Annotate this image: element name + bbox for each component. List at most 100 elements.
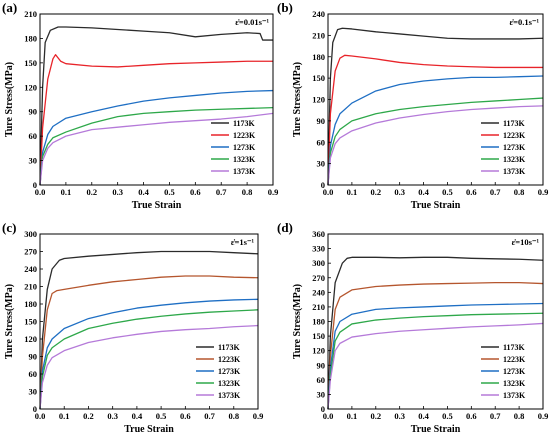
series-line-1373K bbox=[39, 112, 274, 186]
x-tick-label: 0.9 bbox=[268, 187, 279, 197]
x-tick-label: 0.0 bbox=[35, 411, 46, 421]
series-line-1323K bbox=[39, 106, 274, 186]
series-line-1273K bbox=[39, 298, 259, 410]
panel-label: (d) bbox=[277, 220, 293, 235]
x-tick-label: 0.2 bbox=[370, 187, 381, 197]
series-line-1223K bbox=[39, 54, 273, 186]
y-axis-label: Ture Stress(MPa) bbox=[292, 62, 303, 137]
series-line-1223K bbox=[39, 275, 259, 410]
x-axis-label: True Strain bbox=[411, 200, 461, 211]
y-tick-label: 120 bbox=[312, 95, 325, 105]
y-tick-label: 30 bbox=[29, 156, 38, 166]
x-tick-label: 0.4 bbox=[138, 187, 149, 197]
y-tick-label: 210 bbox=[24, 9, 37, 19]
legend-label-1323K: 1323K bbox=[503, 379, 526, 388]
x-tick-label: 0.6 bbox=[180, 411, 191, 421]
legend-label-1173K: 1173K bbox=[503, 343, 526, 352]
panel-label: (c) bbox=[2, 220, 16, 235]
series-line-1323K bbox=[39, 309, 259, 410]
x-tick-label: 0.2 bbox=[370, 411, 381, 421]
panel-label: (b) bbox=[277, 0, 293, 15]
legend-label-1223K: 1223K bbox=[233, 131, 256, 140]
x-tick-label: 0.5 bbox=[442, 187, 453, 197]
strain-rate-annotation: ε̇=10s⁻¹ bbox=[512, 237, 540, 247]
x-tick-label: 0.0 bbox=[323, 411, 334, 421]
legend-label-1323K: 1323K bbox=[233, 155, 256, 164]
y-tick-label: 30 bbox=[317, 389, 326, 399]
y-tick-label: 330 bbox=[312, 244, 325, 254]
x-tick-label: 0.0 bbox=[323, 187, 334, 197]
x-tick-label: 0.1 bbox=[347, 411, 358, 421]
y-tick-label: 60 bbox=[317, 137, 326, 147]
x-tick-label: 0.3 bbox=[112, 187, 123, 197]
x-tick-label: 0.7 bbox=[490, 411, 501, 421]
legend-label-1323K: 1323K bbox=[218, 379, 241, 388]
series-line-1173K bbox=[39, 250, 259, 410]
series-line-1273K bbox=[327, 75, 544, 186]
chart-panel-2: (c) 0.0 0.1 0.2 0.3 0.4 0.5 0.6 0.7 0.8 0.9 0 30 60 90… bbox=[2, 220, 263, 435]
y-tick-label: 90 bbox=[317, 116, 326, 126]
panel-label: (a) bbox=[2, 0, 17, 15]
x-tick-label: 0.7 bbox=[490, 187, 501, 197]
x-tick-label: 0.4 bbox=[132, 411, 143, 421]
y-tick-label: 180 bbox=[24, 299, 37, 309]
x-tick-label: 0.3 bbox=[394, 411, 405, 421]
y-tick-label: 120 bbox=[312, 346, 325, 356]
x-tick-label: 0.7 bbox=[216, 187, 227, 197]
x-tick-label: 0.2 bbox=[83, 411, 94, 421]
legend-label-1273K: 1273K bbox=[503, 367, 526, 376]
y-tick-label: 120 bbox=[24, 334, 37, 344]
strain-rate-annotation: ε̇=0.1s⁻¹ bbox=[510, 17, 540, 27]
y-tick-label: 0 bbox=[33, 180, 37, 190]
y-tick-label: 270 bbox=[24, 247, 37, 257]
y-tick-label: 90 bbox=[29, 352, 38, 362]
legend-label-1373K: 1373K bbox=[233, 167, 256, 176]
legend-label-1323K: 1323K bbox=[503, 155, 526, 164]
x-tick-label: 0.5 bbox=[164, 187, 175, 197]
series-line-1223K bbox=[327, 54, 543, 186]
x-tick-label: 0.5 bbox=[442, 411, 453, 421]
legend-label-1273K: 1273K bbox=[233, 143, 256, 152]
chart-panel-0: (a) 0.0 0.1 0.2 0.3 0.4 0.5 0.6 0.7 0.8 0.9 0 30 60 90… bbox=[2, 0, 278, 211]
series-line-1373K bbox=[39, 324, 259, 410]
series-line-1323K bbox=[327, 312, 544, 410]
x-tick-label: 0.8 bbox=[228, 411, 239, 421]
x-axis-label: True Strain bbox=[132, 200, 182, 211]
plot-frame bbox=[39, 13, 274, 186]
x-axis-label: True Strain bbox=[411, 424, 461, 435]
y-axis-label: Ture Stress(MPa) bbox=[292, 284, 303, 359]
series-line-1173K bbox=[327, 256, 544, 410]
y-tick-label: 360 bbox=[312, 229, 325, 239]
y-tick-label: 210 bbox=[312, 302, 325, 312]
x-tick-label: 0.5 bbox=[156, 411, 167, 421]
y-tick-label: 150 bbox=[24, 58, 37, 68]
strain-rate-annotation: ε̇=1s⁻¹ bbox=[231, 237, 255, 247]
y-tick-label: 90 bbox=[29, 107, 38, 117]
y-tick-label: 180 bbox=[24, 33, 37, 43]
y-tick-label: 180 bbox=[312, 317, 325, 327]
x-tick-label: 0.0 bbox=[35, 187, 46, 197]
x-axis-label: True Strain bbox=[124, 424, 174, 435]
y-tick-label: 300 bbox=[24, 229, 37, 239]
legend-label-1173K: 1173K bbox=[503, 119, 526, 128]
y-tick-label: 30 bbox=[317, 159, 326, 169]
legend-label-1373K: 1373K bbox=[218, 391, 241, 400]
y-tick-label: 60 bbox=[29, 131, 38, 141]
x-tick-label: 0.4 bbox=[418, 187, 429, 197]
x-tick-label: 0.6 bbox=[466, 411, 477, 421]
y-tick-label: 30 bbox=[29, 387, 38, 397]
y-tick-label: 240 bbox=[24, 264, 37, 274]
x-tick-label: 0.1 bbox=[59, 411, 70, 421]
y-tick-label: 60 bbox=[317, 375, 326, 385]
y-tick-label: 0 bbox=[321, 180, 325, 190]
x-tick-label: 0.6 bbox=[190, 187, 201, 197]
series-line-1173K bbox=[39, 26, 273, 186]
y-tick-label: 150 bbox=[312, 331, 325, 341]
x-tick-label: 0.9 bbox=[253, 411, 264, 421]
y-tick-label: 210 bbox=[312, 30, 325, 40]
y-axis-label: Ture Stress(MPa) bbox=[4, 62, 15, 137]
series-line-1273K bbox=[327, 302, 544, 410]
strain-rate-annotation: ε̇=0.01s⁻¹ bbox=[235, 17, 269, 27]
chart-panel-3: (d) 0.0 0.1 0.2 0.3 0.4 0.5 0.6 0.7 0.8 0.9 0 30 60 90… bbox=[277, 220, 548, 435]
y-tick-label: 120 bbox=[24, 82, 37, 92]
